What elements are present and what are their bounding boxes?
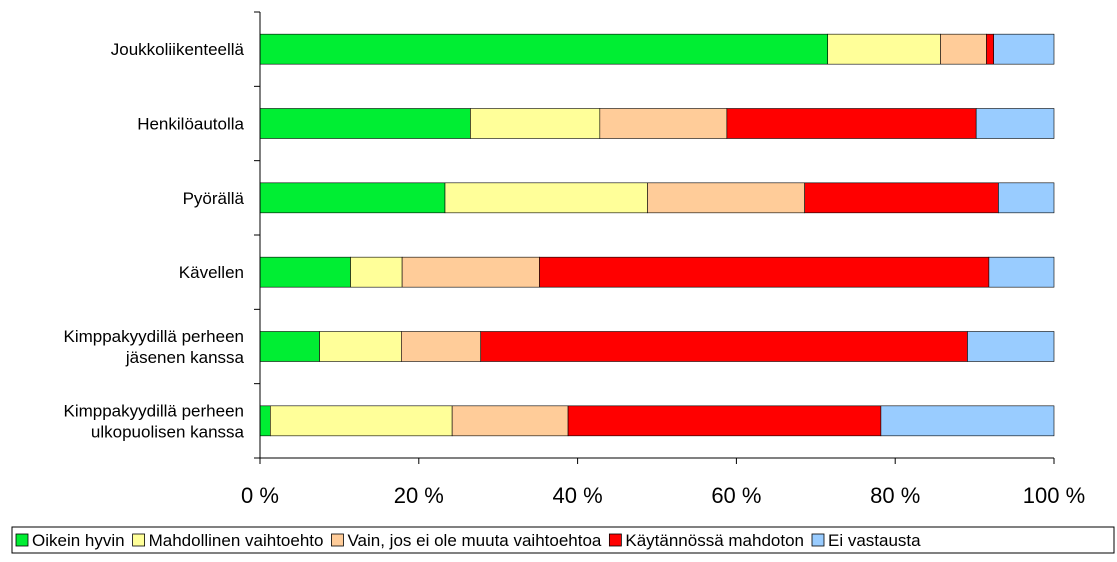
bar-segment-1-1 [259, 33, 829, 65]
bar-segment-1-4 [986, 33, 994, 65]
bar-segment-4-3 [401, 256, 540, 288]
bar-segment-3-3 [647, 182, 805, 214]
category-label-line: Kimppakyydillä perheen [64, 327, 245, 346]
x-tick-label: 40 % [553, 483, 603, 508]
legend-label: Ei vastausta [828, 531, 921, 550]
bar-segment-5-3 [401, 331, 482, 362]
category-label: Kimppakyydillä perheen jäsenen kanssa [64, 327, 245, 367]
category-label: Joukkoliikenteellä [111, 40, 245, 59]
legend-label: Vain, jos ei ole muuta vaihtoehtoa [347, 531, 601, 550]
bar-segment-6-2 [270, 405, 453, 437]
axes: Joukkoliikenteellä Henkilöautolla Pyörällä… [64, 11, 1085, 508]
bar-segment-3-2 [444, 182, 648, 214]
bar-segment-5-1 [259, 331, 320, 362]
bar-segment-3-4 [804, 182, 999, 214]
bar-segment-4-5 [988, 256, 1055, 288]
category-label-line: Joukkoliikenteellä [111, 40, 245, 59]
category-label-line: Pyörällä [183, 189, 245, 208]
bar-segment-2-4 [726, 108, 977, 139]
legend-label: Mahdollinen vaihtoehto [149, 531, 324, 550]
legend-swatch [331, 533, 344, 547]
x-tick-label: 100 % [1023, 483, 1085, 508]
bar-segment-4-4 [539, 256, 990, 288]
bar-segment-2-5 [975, 108, 1055, 139]
category-label-line: Kimppakyydillä perheen [64, 401, 245, 420]
legend-swatch [132, 533, 146, 547]
legend: Oikein hyvin Mahdollinen vaihtoehto Vain, … [11, 526, 1115, 554]
legend-box [11, 526, 1115, 554]
legend-swatch [608, 533, 622, 547]
category-label: Pyörällä [183, 189, 245, 208]
bar-segment-2-1 [259, 108, 471, 139]
category-label: Kimppakyydillä perheen ulkopuolisen kanss… [64, 401, 245, 441]
bar-segment-4-1 [259, 256, 351, 288]
x-tick-label: 80 % [870, 483, 920, 508]
x-tick-label: 0 % [241, 483, 279, 508]
bar-segment-1-2 [827, 33, 941, 65]
bar-segment-3-5 [998, 182, 1055, 214]
bar-segment-4-2 [350, 256, 403, 288]
x-tick-label: 60 % [711, 483, 761, 508]
bar-segment-5-2 [319, 331, 402, 362]
bar-segment-6-1 [259, 405, 271, 437]
category-label: Kävellen [179, 263, 244, 282]
bar-segment-6-3 [451, 405, 569, 437]
legend-label: Oikein hyvin [32, 531, 125, 550]
bar-segment-3-1 [259, 182, 446, 214]
x-tick-label: 20 % [394, 483, 444, 508]
bar-segment-2-3 [599, 108, 728, 139]
bar-segment-1-5 [993, 33, 1055, 65]
bar-segment-5-4 [480, 331, 968, 362]
bar-segment-6-4 [567, 405, 882, 437]
plot-area [259, 33, 1055, 437]
bar-segment-6-5 [880, 405, 1055, 437]
legend-swatch [811, 533, 825, 547]
category-label-line: ulkopuolisen kanssa [91, 422, 245, 441]
bar-segment-2-2 [470, 108, 601, 139]
category-label-line: jäsenen kanssa [125, 348, 245, 367]
bar-segment-1-3 [940, 33, 987, 65]
category-label: Henkilöautolla [137, 115, 244, 134]
category-label-line: Henkilöautolla [137, 115, 244, 134]
legend-label: Käytännössä mahdoton [625, 531, 804, 550]
category-label-line: Kävellen [179, 263, 244, 282]
bar-segment-5-5 [967, 331, 1055, 362]
legend-swatch [15, 533, 29, 547]
